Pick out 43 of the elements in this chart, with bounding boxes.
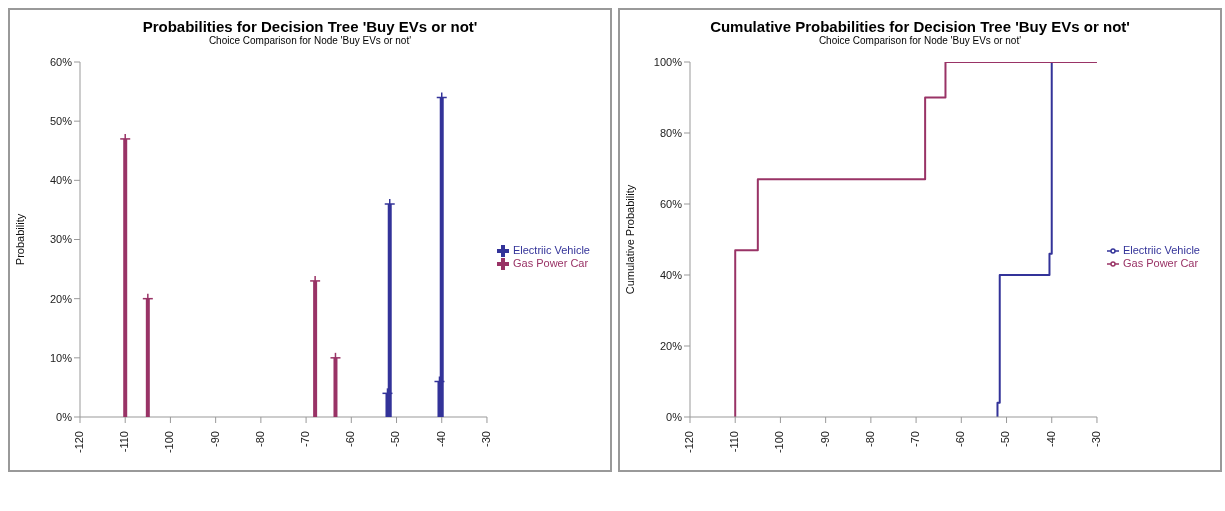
legend-label: Electriic Vehicle: [512, 243, 590, 256]
x-tick-label: -70: [908, 431, 921, 447]
y-tick-label: 10%: [49, 351, 73, 364]
y-tick-label: 50%: [49, 115, 73, 128]
x-tick-label: -50: [999, 431, 1012, 447]
y-tick-label: 40%: [49, 174, 73, 187]
y-tick-label: 30%: [49, 233, 73, 246]
y-tick-label: 0%: [666, 410, 683, 423]
x-tick-label: -90: [818, 431, 831, 447]
x-tick-label: -60: [344, 431, 357, 447]
x-tick-label: -80: [253, 431, 266, 447]
x-tick-label: -80: [863, 431, 876, 447]
x-tick-label: -90: [208, 431, 221, 447]
x-tick-label: -100: [773, 431, 786, 454]
y-axis-title: Cumulative Probability: [623, 184, 636, 295]
x-tick-label: -120: [72, 431, 85, 454]
y-tick-label: 60%: [49, 55, 73, 68]
x-tick-label: -70: [298, 431, 311, 447]
y-tick-label: 100%: [653, 55, 683, 68]
y-axis-title: Probability: [13, 213, 26, 266]
y-tick-label: 40%: [659, 268, 683, 281]
x-tick-label: -60: [954, 431, 967, 447]
chart-title: Cumulative Probabilities for Decision Tree 'Buy EVs or not': [709, 18, 1131, 35]
legend-label: Electriic Vehicle: [1122, 243, 1200, 256]
y-tick-label: 80%: [659, 126, 683, 139]
y-tick-label: 20%: [49, 292, 73, 305]
y-tick-label: 0%: [56, 410, 73, 423]
chart-title: Probabilities for Decision Tree 'Buy EVs or not': [141, 18, 479, 35]
legend-label: Gas Power Car: [512, 257, 589, 269]
x-tick-label: -50: [389, 431, 402, 447]
legend-label: Gas Power Car: [1122, 257, 1199, 269]
y-tick-label: 60%: [659, 197, 683, 210]
x-tick-label: -110: [728, 431, 741, 453]
chart-subtitle: Choice Comparison for Node 'Buy EVs or not': [817, 35, 1022, 46]
y-tick-label: 20%: [659, 339, 683, 352]
x-tick-label: -30: [479, 431, 492, 447]
chart-subtitle: Choice Comparison for Node 'Buy EVs or not': [207, 35, 413, 46]
x-tick-label: -30: [1089, 431, 1102, 447]
x-tick-label: -100: [163, 431, 176, 454]
x-tick-label: -120: [682, 431, 695, 454]
x-tick-label: -40: [434, 431, 447, 447]
x-tick-label: -40: [1044, 431, 1057, 447]
x-tick-label: -110: [118, 431, 131, 453]
